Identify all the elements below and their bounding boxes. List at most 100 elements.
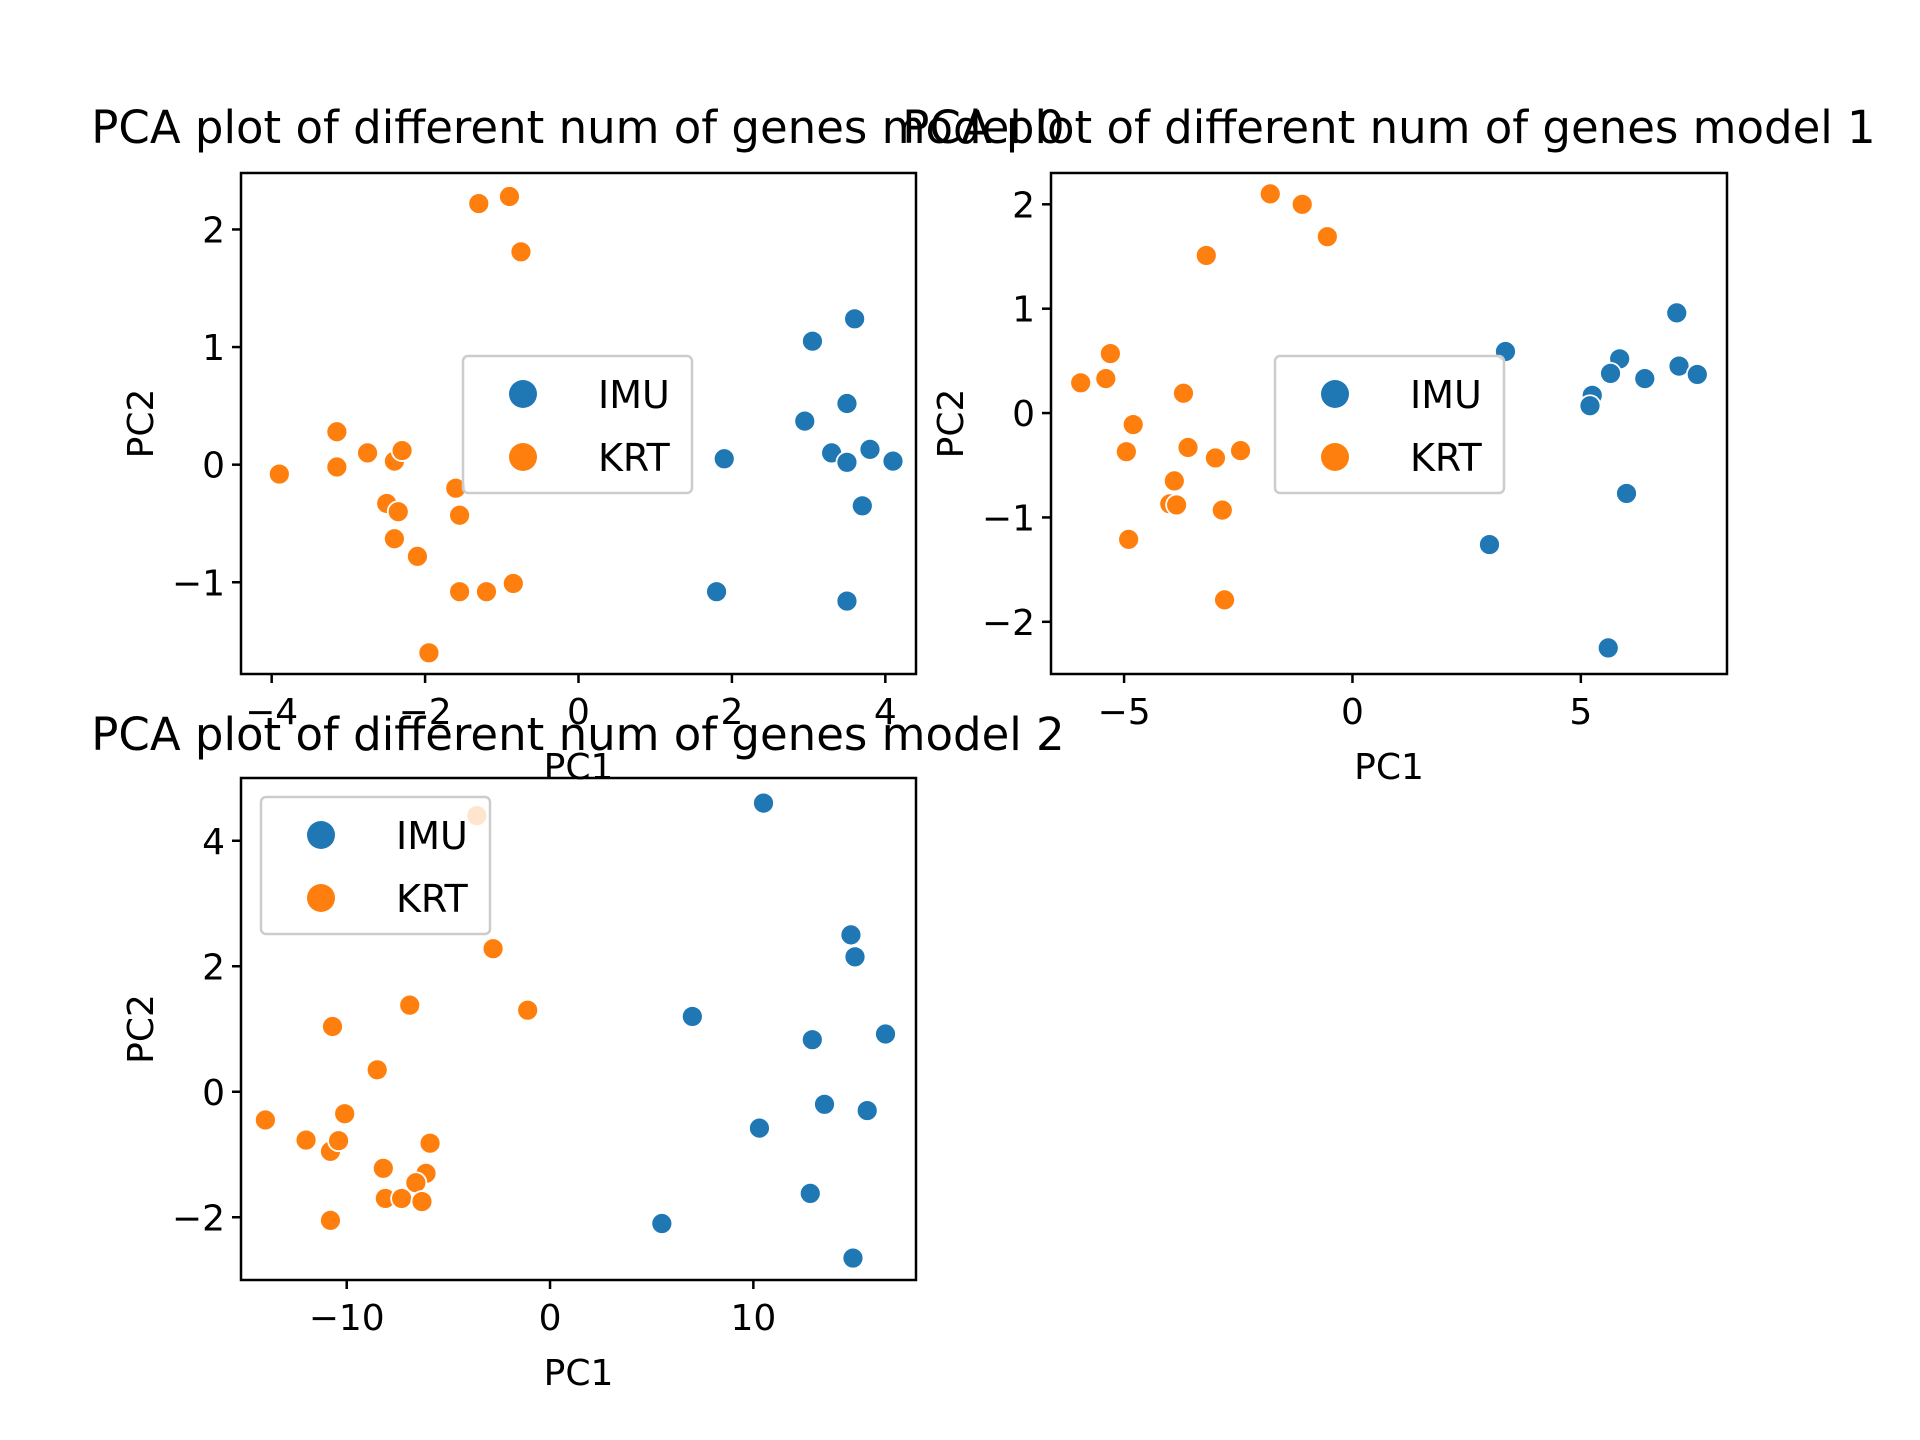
data-point-imu [835,589,859,613]
y-tick-label: 0 [202,1073,225,1114]
y-axis-label: PC2 [121,389,162,459]
subplot-1: −5 0 5 −2 −1 0 1 2 PC1 PC2 PCA plot of different n… [902,101,1875,788]
data-point-krt [498,185,521,208]
y-tick-label: −2 [982,603,1035,644]
chart-title: PCA plot of different num of genes model… [91,708,1064,761]
data-point-imu [1667,354,1691,378]
data-point-imu [835,450,859,474]
x-tick-label: −2 [399,692,452,733]
legend: IMU KRT [461,354,694,495]
data-point-krt [1194,244,1218,267]
data-point-krt [1165,493,1189,517]
data-point-krt [1117,527,1141,551]
x-tick-label: −10 [309,1298,385,1339]
data-point-imu [1596,636,1620,660]
data-point-krt [327,1129,350,1153]
data-point-krt [417,641,441,665]
data-point-krt [356,441,379,465]
data-point-krt [410,1190,434,1213]
data-point-krt [1258,182,1282,206]
data-point-imu [800,1028,824,1052]
data-point-imu [1633,367,1657,391]
chart-title: PCA plot of different num of genes model… [91,101,1064,154]
x-tick-label: −4 [245,692,298,733]
data-point-krt [333,1102,357,1126]
legend-label-krt: KRT [1410,436,1483,480]
x-tick-label: 2 [720,692,743,733]
data-point-imu [841,1246,865,1270]
data-point-imu [680,1005,704,1028]
y-tick-label: 1 [1012,290,1035,331]
data-point-krt [371,1156,395,1180]
data-point-imu [843,945,867,969]
data-point-krt [448,503,472,527]
data-point-krt [1162,469,1186,493]
x-tick-label: 5 [1569,692,1592,733]
data-point-krt [386,500,410,524]
plot-frame [1049,171,1729,676]
data-point-imu [839,923,863,947]
y-tick-label: 2 [202,947,225,988]
data-point-imu [748,1116,771,1140]
data-point-krt [325,455,349,479]
legend-label-imu: IMU [598,373,670,417]
data-point-imu [858,437,882,461]
data-point-krt [418,1131,442,1155]
data-point-imu [801,329,824,353]
subplot-2: −10 0 10 −2 0 2 4 PC1 PC2 PCA plot of different n… [91,708,1064,1394]
data-point-krt [390,1187,414,1210]
data-point-imu [843,307,867,331]
data-point-krt [509,240,533,264]
data-point-imu [798,1182,822,1205]
x-tick-label: −5 [1098,692,1151,733]
legend-marker-krt [1321,443,1349,471]
legend-marker-imu [307,821,335,849]
x-tick-label: 0 [567,692,590,733]
data-point-imu [1685,363,1709,386]
legend-label-imu: IMU [396,814,468,858]
data-point-krt [398,993,422,1017]
data-point-krt [390,439,414,462]
data-point-krt [516,998,540,1022]
data-point-imu [835,392,859,415]
data-point-krt [267,462,291,486]
legend-marker-krt [509,443,537,471]
y-tick-label: 2 [1012,185,1035,226]
data-point-krt [1290,192,1314,216]
data-point-imu [850,494,874,518]
data-point-krt [1121,413,1145,436]
plot-frame [239,776,918,1282]
data-point-krt [1114,440,1138,464]
data-point-krt [319,1208,342,1232]
data-point-imu [793,409,817,433]
data-point-krt [1213,588,1236,612]
legend-marker-imu [1321,380,1349,408]
data-point-krt [253,1108,277,1132]
x-tick-label: 0 [539,1298,562,1339]
y-axis-label: PC2 [121,994,162,1064]
data-point-imu [712,447,736,471]
x-axis-label: PC1 [1354,747,1424,788]
data-point-krt [325,420,349,444]
data-point-krt [1210,498,1234,522]
data-point-krt [475,580,498,604]
data-point-krt [481,937,505,961]
x-axis-label: PC1 [544,1353,614,1394]
y-tick-label: −1 [172,563,225,604]
y-tick-label: 0 [1012,394,1035,435]
data-point-krt [501,572,525,595]
y-tick-label: 1 [202,328,225,369]
data-point-imu [1578,394,1602,418]
data-point-imu [650,1212,674,1235]
data-point-krt [406,544,429,568]
y-tick-label: −2 [172,1198,225,1239]
data-point-krt [1098,342,1122,365]
data-point-krt [467,192,491,215]
data-point-krt [383,527,406,551]
data-point-imu [1478,533,1501,556]
data-point-krt [1172,381,1195,405]
data-point-krt [448,580,472,604]
data-point-krt [1069,371,1093,395]
data-point-krt [294,1128,318,1152]
legend-label-imu: IMU [1410,373,1482,417]
